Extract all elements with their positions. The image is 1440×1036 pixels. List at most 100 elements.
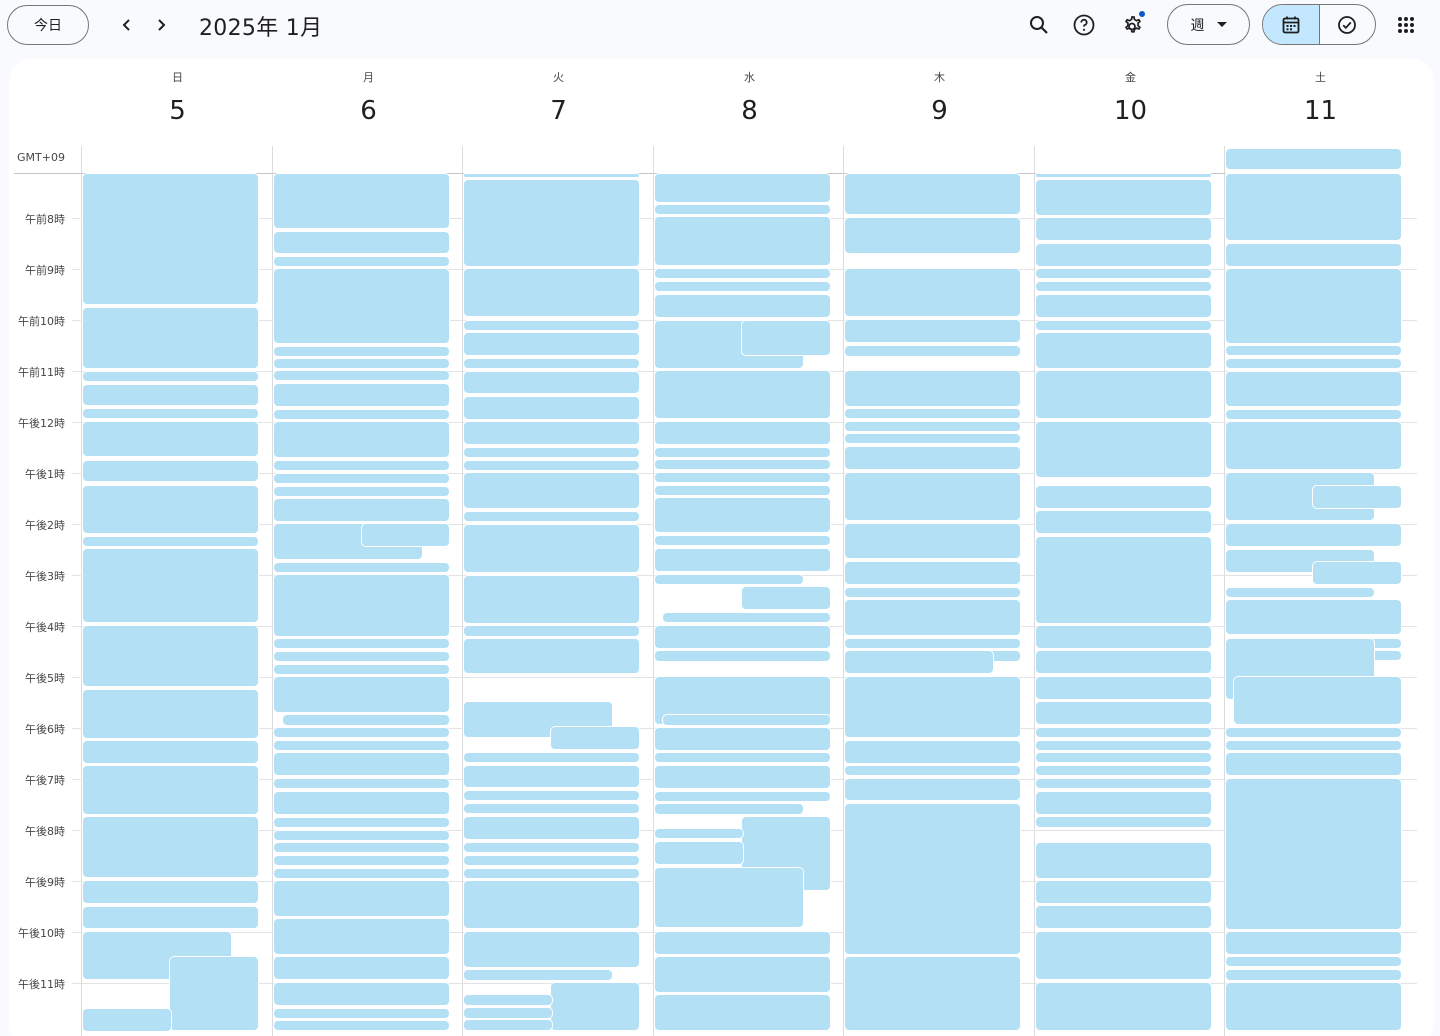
calendar-event[interactable] [1225, 599, 1402, 635]
calendar-event[interactable] [463, 994, 553, 1006]
calendar-event[interactable] [463, 816, 640, 840]
calendar-event[interactable] [273, 752, 450, 776]
apps-grid-icon[interactable] [1387, 6, 1425, 44]
calendar-event[interactable] [1225, 409, 1402, 420]
calendar-event[interactable] [1035, 676, 1212, 700]
calendar-event[interactable] [463, 460, 640, 471]
calendar-event[interactable] [463, 931, 640, 968]
calendar-event[interactable] [844, 676, 1021, 738]
calendar-event[interactable] [1035, 650, 1212, 674]
calendar-event[interactable] [82, 548, 259, 623]
day-number[interactable]: 8 [741, 96, 758, 126]
calendar-event[interactable] [463, 421, 640, 445]
calendar-event[interactable] [844, 370, 1021, 407]
calendar-icon[interactable] [1263, 5, 1319, 44]
calendar-event[interactable] [361, 523, 450, 547]
calendar-event[interactable] [654, 803, 804, 815]
calendar-event[interactable] [844, 472, 1021, 521]
calendar-event[interactable] [654, 459, 831, 470]
calendar-event[interactable] [1035, 625, 1212, 649]
calendar-event[interactable] [273, 256, 450, 267]
calendar-event[interactable] [463, 524, 640, 573]
chevron-left-icon[interactable] [110, 8, 144, 42]
calendar-event[interactable] [1312, 561, 1402, 585]
calendar-event[interactable] [273, 574, 450, 637]
calendar-event[interactable] [654, 281, 831, 292]
calendar-event[interactable] [1035, 294, 1212, 318]
calendar-event[interactable] [1035, 370, 1212, 419]
calendar-event[interactable] [1035, 727, 1212, 738]
calendar-event[interactable] [82, 173, 259, 305]
calendar-event[interactable] [662, 714, 831, 726]
calendar-event[interactable] [463, 1019, 553, 1031]
day-number[interactable]: 11 [1303, 96, 1338, 126]
calendar-event[interactable] [273, 880, 450, 917]
calendar-event[interactable] [273, 638, 450, 649]
calendar-event[interactable] [463, 855, 640, 866]
calendar-event[interactable] [273, 778, 450, 789]
calendar-event[interactable] [82, 307, 259, 369]
calendar-event[interactable] [1035, 880, 1212, 904]
calendar-event[interactable] [844, 650, 994, 674]
calendar-event[interactable] [273, 982, 450, 1006]
calendar-event[interactable] [654, 535, 831, 546]
calendar-event[interactable] [273, 918, 450, 955]
calendar-event[interactable] [463, 358, 640, 369]
settings-icon[interactable] [1114, 6, 1152, 44]
calendar-event[interactable] [844, 638, 1021, 649]
calendar-event[interactable] [463, 320, 640, 331]
calendar-event[interactable] [654, 204, 831, 215]
tasks-check-icon[interactable] [1318, 5, 1375, 44]
calendar-event[interactable] [463, 625, 640, 637]
calendar-event[interactable] [1035, 217, 1212, 241]
calendar-event[interactable] [273, 486, 450, 497]
calendar-event[interactable] [82, 740, 259, 764]
calendar-event[interactable] [1225, 740, 1402, 751]
chevron-right-icon[interactable] [144, 8, 178, 42]
calendar-event[interactable] [273, 791, 450, 815]
calendar-event[interactable] [273, 562, 450, 573]
calendar-event[interactable] [1035, 281, 1212, 292]
help-icon[interactable] [1065, 6, 1103, 44]
calendar-event[interactable] [82, 384, 259, 406]
calendar-event[interactable] [844, 319, 1021, 343]
calendar-event[interactable] [1035, 243, 1212, 267]
calendar-event[interactable] [654, 765, 831, 789]
calendar-event[interactable] [1225, 956, 1402, 967]
calendar-event[interactable] [1035, 765, 1212, 776]
calendar-event[interactable] [82, 371, 259, 382]
calendar-event[interactable] [654, 216, 831, 266]
calendar-event[interactable] [654, 828, 744, 839]
calendar-event[interactable] [82, 689, 259, 739]
calendar-event[interactable] [654, 421, 831, 445]
calendar-event[interactable] [654, 370, 831, 419]
calendar-event[interactable] [654, 867, 804, 928]
calendar-event[interactable] [82, 536, 259, 547]
calendar-event[interactable] [654, 268, 831, 279]
calendar-event[interactable] [654, 173, 831, 203]
calendar-event[interactable] [273, 651, 450, 662]
calendar-event[interactable] [463, 765, 640, 788]
calendar-event[interactable] [844, 778, 1021, 801]
calendar-event[interactable] [273, 740, 450, 751]
calendar-event[interactable] [1225, 358, 1402, 369]
calendar-event[interactable] [463, 752, 640, 763]
calendar-event[interactable] [1225, 982, 1402, 1031]
calendar-event[interactable] [273, 842, 450, 853]
calendar-event[interactable] [273, 676, 450, 713]
calendar-event[interactable] [273, 868, 450, 879]
calendar-event[interactable] [844, 408, 1021, 419]
calendar-event[interactable] [1035, 740, 1212, 751]
calendar-event[interactable] [654, 956, 831, 993]
calendar-event[interactable] [741, 586, 831, 610]
calendar-event[interactable] [844, 446, 1021, 470]
day-header[interactable]: 金 10 [1035, 58, 1226, 138]
calendar-event[interactable] [1035, 842, 1212, 879]
calendar-event[interactable] [1225, 727, 1402, 738]
view-select[interactable]: 週 [1167, 4, 1250, 45]
calendar-event[interactable] [844, 599, 1021, 636]
calendar-event[interactable] [654, 497, 831, 533]
calendar-event[interactable] [1225, 268, 1402, 344]
